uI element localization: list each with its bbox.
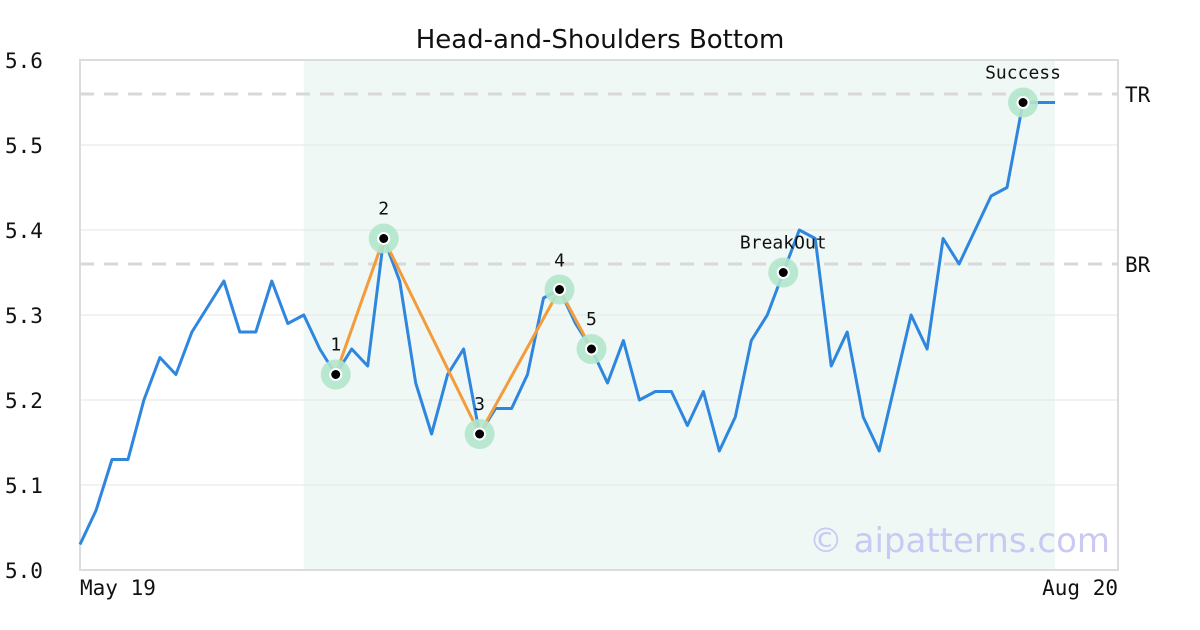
- level-lines: TR BR: [80, 83, 1151, 277]
- pattern-point-label: 2: [378, 199, 389, 220]
- level-label: TR: [1125, 83, 1151, 107]
- level-label: BR: [1125, 253, 1151, 277]
- chart-title: Head-and-Shoulders Bottom: [416, 25, 785, 55]
- pattern-point-dot: [584, 342, 598, 356]
- watermark: © aipatterns.com: [809, 521, 1110, 561]
- y-tick-label: 5.3: [5, 304, 43, 328]
- event-marker-dot: [776, 266, 790, 279]
- pattern-point-dot: [553, 283, 567, 296]
- y-tick-label: 5.6: [5, 49, 43, 73]
- pattern-point-dot: [473, 427, 487, 441]
- event-marker-dot: [1016, 96, 1030, 109]
- y-tick-label: 5.2: [5, 389, 43, 413]
- y-tick-label: 5.5: [5, 134, 43, 158]
- pattern-point-label: 5: [586, 309, 597, 330]
- x-tick-label: May 19: [80, 576, 156, 600]
- y-tick-label: 5.0: [5, 559, 43, 583]
- plot-border: [79, 59, 1119, 571]
- y-tick-label: 5.4: [5, 219, 43, 243]
- x-axis-ticks: May 19 Aug 20: [80, 576, 1118, 600]
- pattern-point-label: 1: [330, 335, 341, 356]
- y-tick-label: 5.1: [5, 474, 43, 498]
- event-marker-label: Success: [985, 63, 1061, 84]
- event-marker-label: BreakOut: [740, 233, 827, 254]
- pattern-point-dot: [377, 232, 391, 245]
- x-tick-label: Aug 20: [1042, 576, 1118, 600]
- pattern-point-dot: [329, 368, 343, 381]
- y-axis-ticks: 5.0 5.1 5.2 5.3 5.4 5.5 5.6: [5, 49, 43, 583]
- pattern-point-label: 3: [474, 394, 485, 415]
- pattern-markers: 1 2 3 4 5 BreakOut Success: [320, 63, 1061, 449]
- pattern-point-label: 4: [554, 251, 565, 272]
